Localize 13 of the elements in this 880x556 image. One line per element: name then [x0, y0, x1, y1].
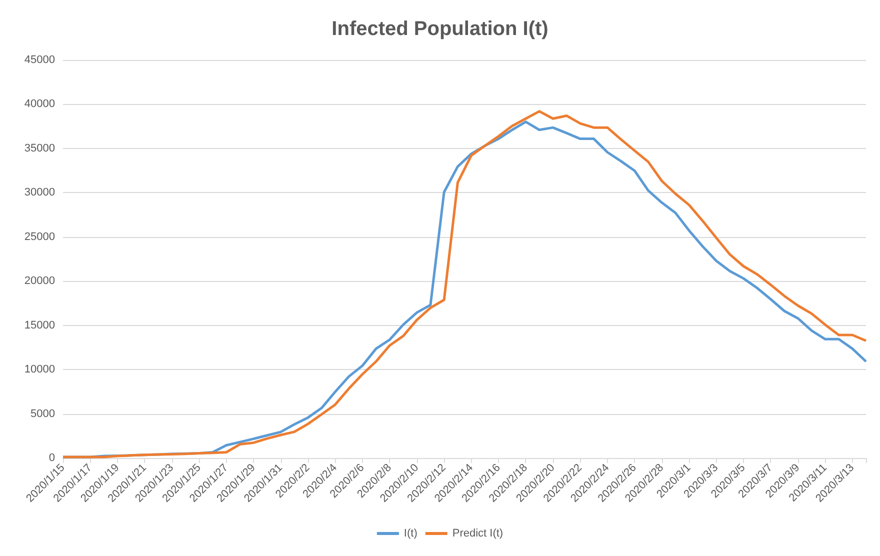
y-tick-label: 35000: [24, 142, 55, 154]
y-tick-label: 10000: [24, 364, 55, 376]
y-tick-label: 0: [48, 452, 55, 464]
legend-label: Predict I(t): [452, 528, 504, 540]
y-tick-label: 25000: [24, 230, 55, 243]
y-tick-label: 15000: [24, 319, 55, 332]
y-tick-label: 40000: [24, 98, 55, 110]
legend-label: I(t): [404, 528, 418, 540]
y-tick-label: 5000: [30, 408, 55, 420]
y-tick-label: 30000: [24, 186, 55, 199]
y-tick-label: 20000: [24, 275, 55, 288]
y-tick-label: 45000: [24, 54, 55, 66]
chart-title: Infected Population I(t): [332, 18, 548, 40]
